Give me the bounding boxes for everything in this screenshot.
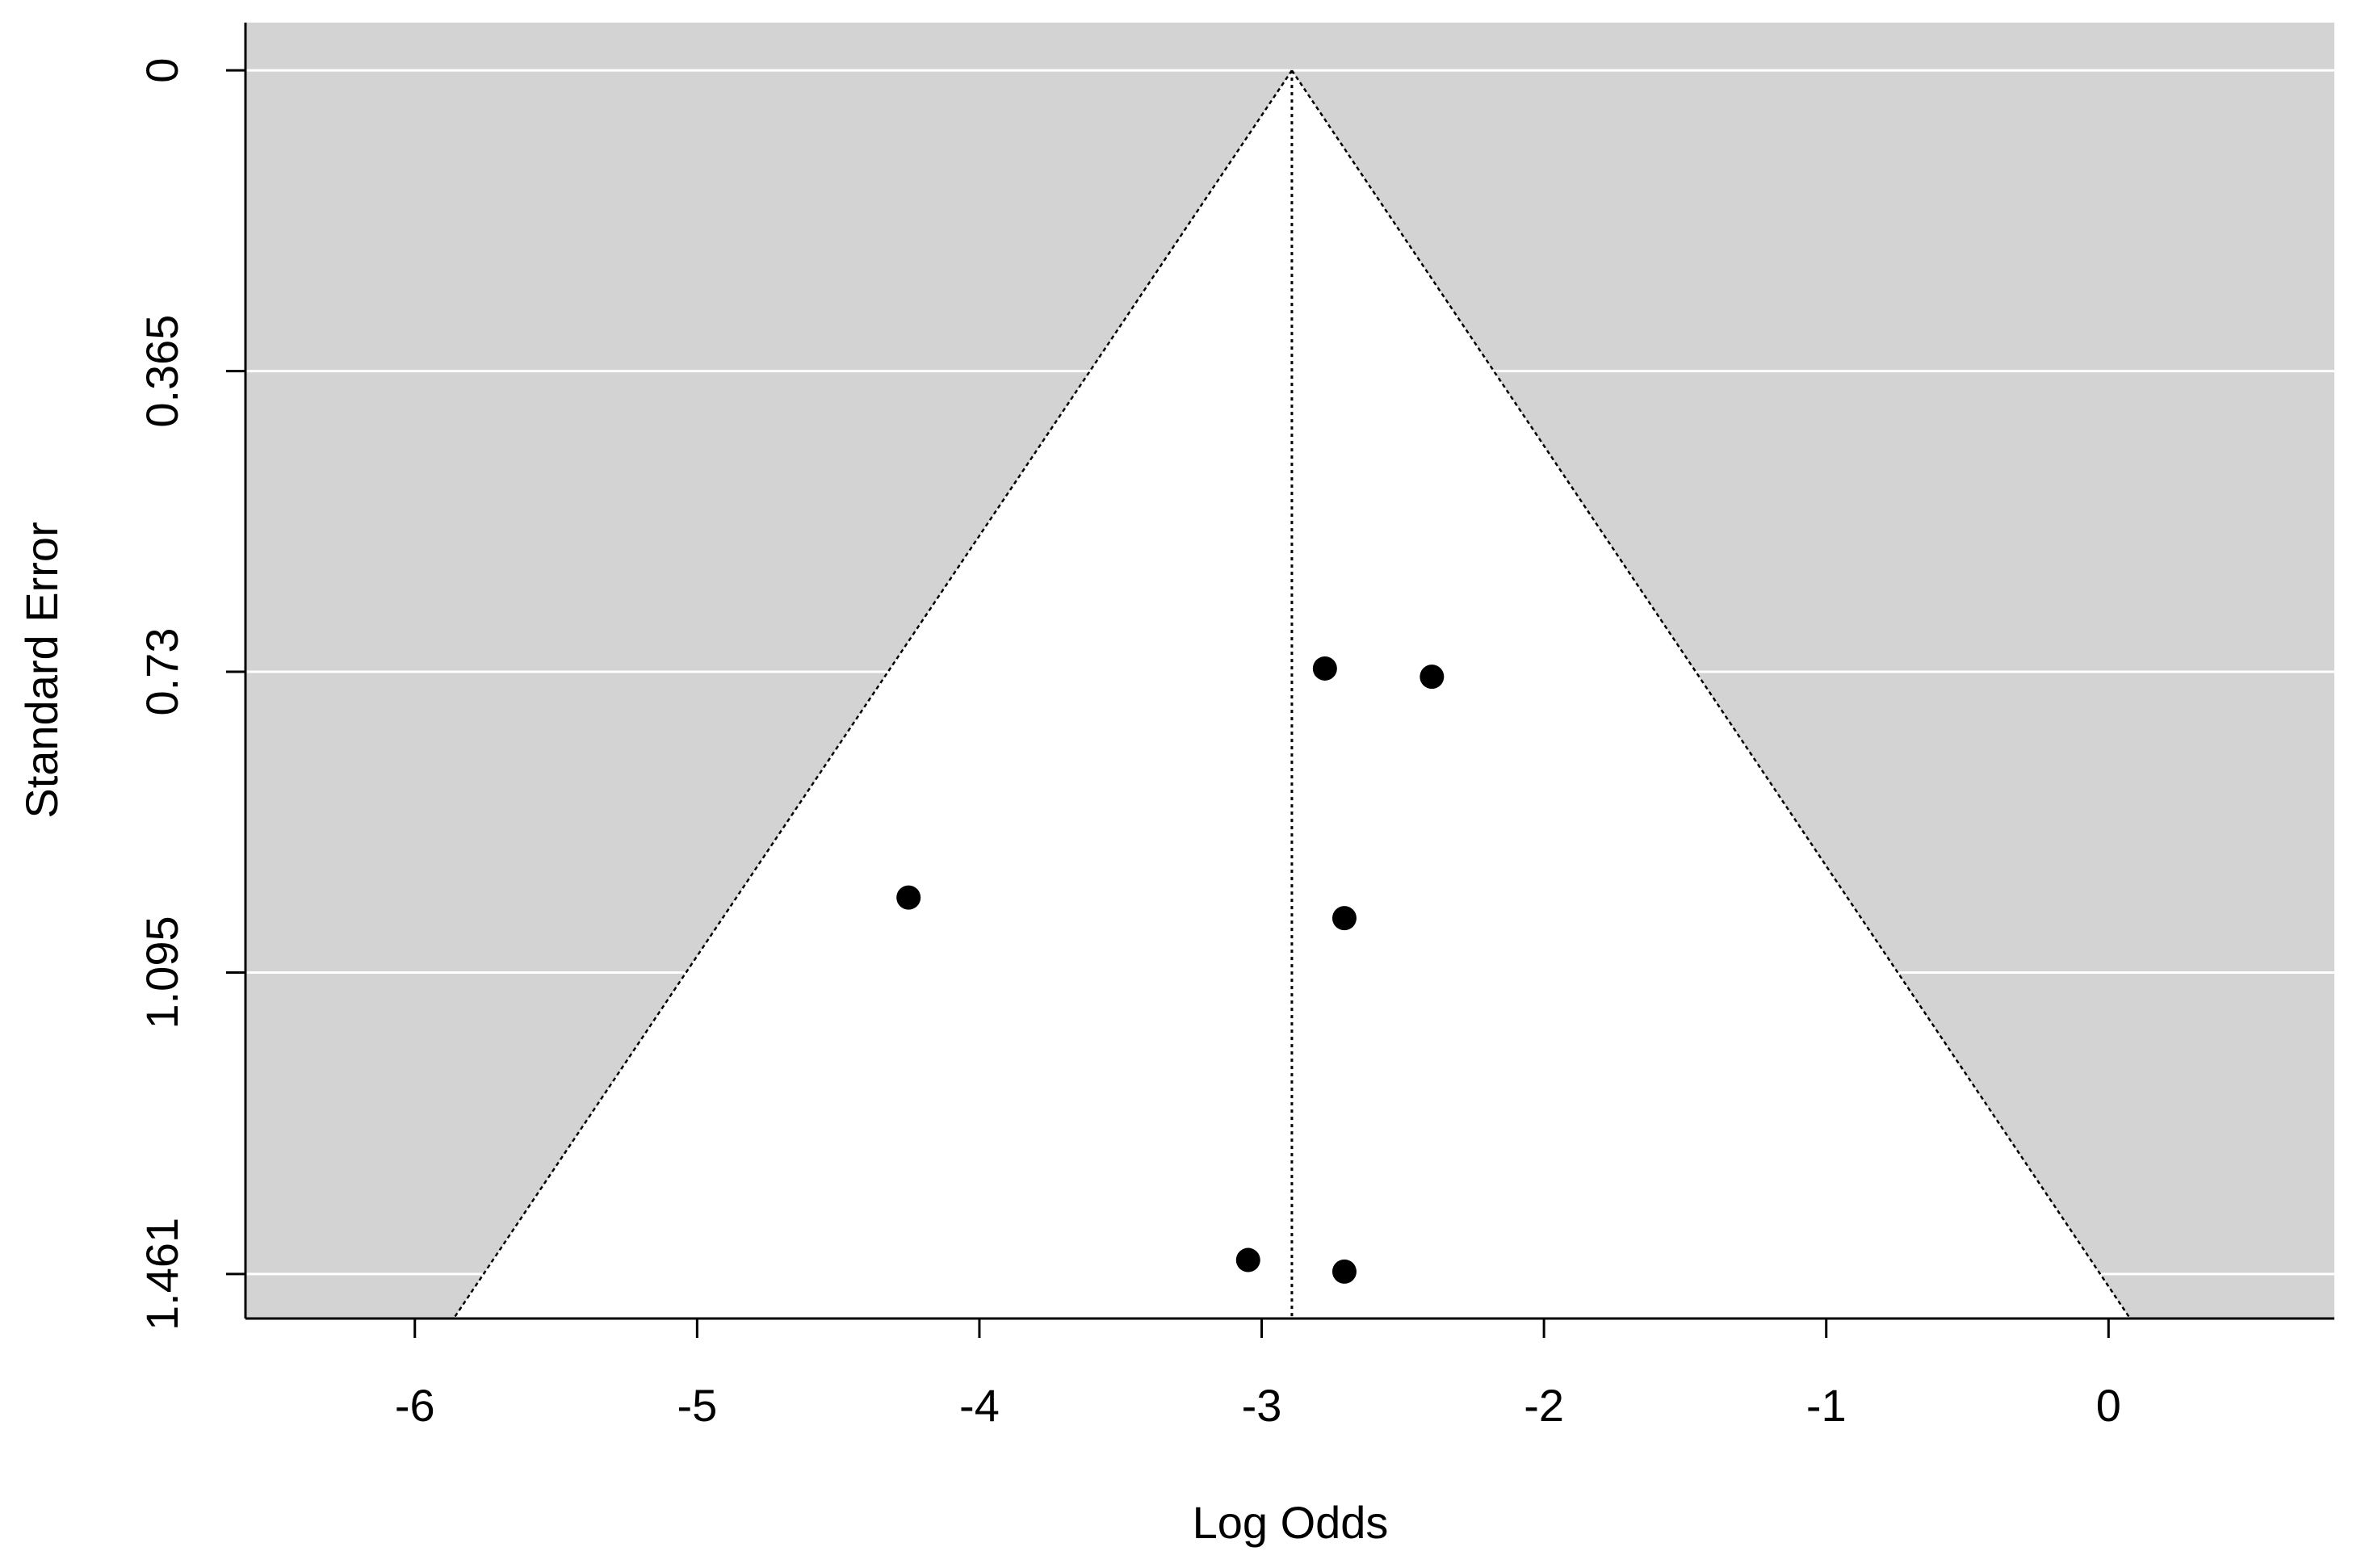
plot-area [245,23,2334,1319]
study-point [1331,906,1357,931]
y-tick-label: 0.365 [136,315,187,428]
study-point [1235,1247,1260,1272]
x-tick-label: -2 [1524,1380,1564,1431]
funnel-left [452,69,1293,1319]
study-point [1331,1259,1357,1284]
y-tick-label: 0.73 [136,628,187,716]
x-tick-label: -1 [1806,1380,1847,1431]
x-tick-label: -4 [959,1380,1000,1431]
x-axis-title: Log Odds [1193,1497,1389,1548]
y-tick-label: 1.095 [136,916,187,1029]
y-axis-title: Standard Error [16,522,67,818]
x-tick-label: -6 [395,1380,435,1431]
x-tick-label: -5 [677,1380,717,1431]
x-tick-label: -3 [1242,1380,1282,1431]
study-point [1312,656,1337,681]
study-point [896,885,921,910]
study-point [1420,665,1445,690]
x-tick-label: 0 [2096,1380,2121,1431]
y-tick-label: 1.461 [136,1218,187,1331]
funnel-right [1290,69,2132,1319]
y-tick-label: 0 [136,58,187,83]
funnel-region [453,70,2131,1319]
